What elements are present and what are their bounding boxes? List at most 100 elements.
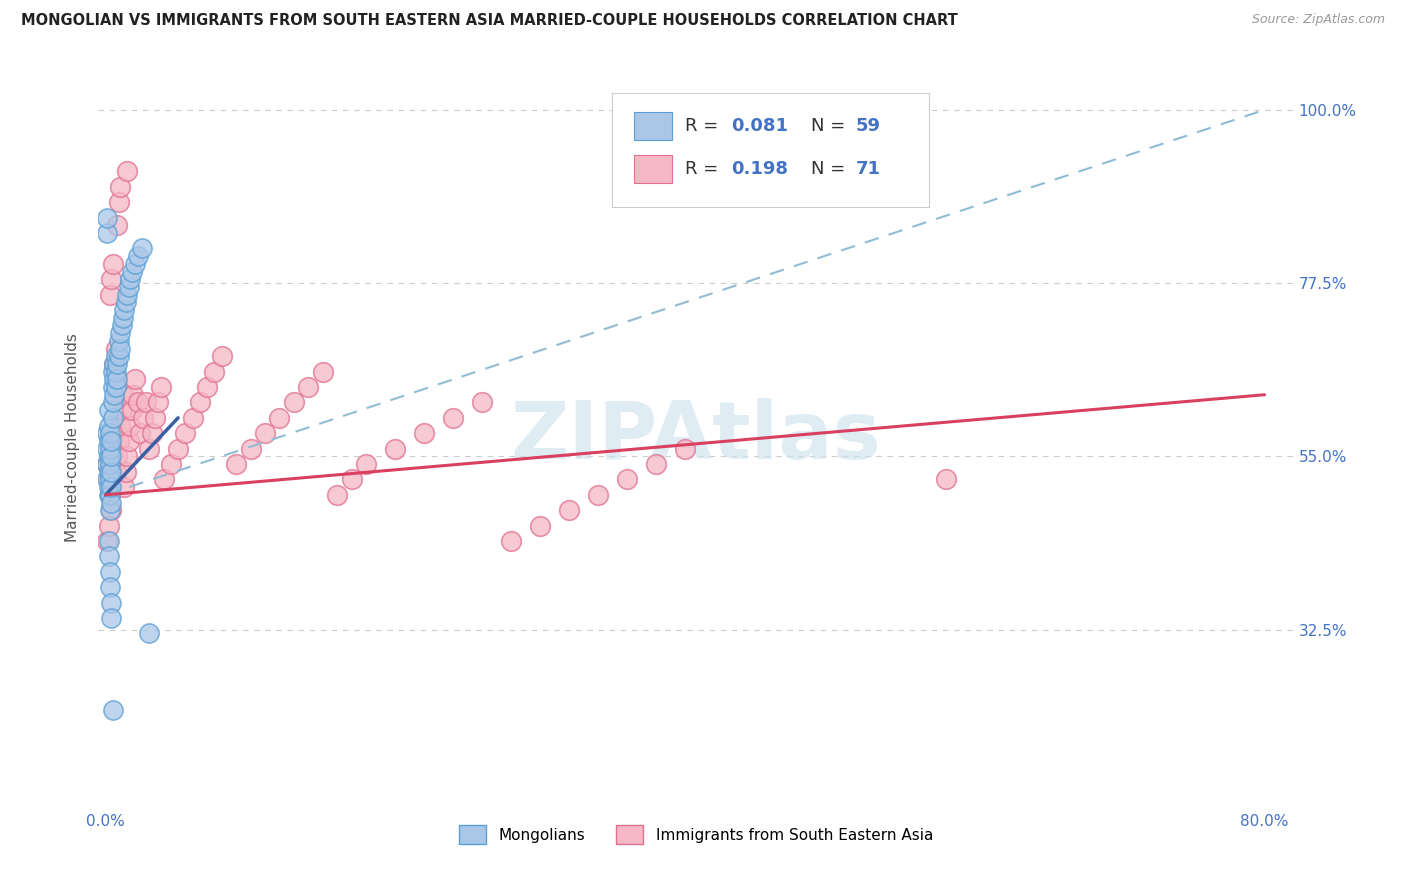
Point [616,472,638,486]
Point [100,434,122,448]
Point [103,357,125,371]
Point [96,534,118,549]
Point [127,249,149,263]
Point [114,303,136,318]
Point [195,380,218,394]
Text: MONGOLIAN VS IMMIGRANTS FROM SOUTH EASTERN ASIA MARRIED-COUPLE HOUSEHOLDS CORREL: MONGOLIAN VS IMMIGRANTS FROM SOUTH EASTE… [21,13,957,29]
Point [101,380,124,394]
Point [97,480,120,494]
Point [101,365,124,379]
Point [98,580,121,594]
Point [529,518,551,533]
Point [101,257,124,271]
Point [101,442,124,456]
Text: R =: R = [685,160,724,178]
Text: N =: N = [811,160,851,178]
Point [101,410,124,425]
Point [107,195,129,210]
Point [181,410,204,425]
Legend: Mongolians, Immigrants from South Eastern Asia: Mongolians, Immigrants from South Easter… [453,819,939,850]
Point [558,503,581,517]
Text: R =: R = [685,117,724,136]
Point [135,395,157,409]
Point [138,442,160,456]
Point [110,318,132,333]
Point [97,418,120,433]
Point [124,257,146,271]
Point [108,179,131,194]
FancyBboxPatch shape [634,112,672,140]
Point [104,380,127,394]
Point [112,388,135,402]
Point [149,380,172,394]
Point [103,388,125,402]
Y-axis label: Married-couple Households: Married-couple Households [65,333,80,541]
Point [118,280,141,294]
Point [104,365,127,379]
Point [98,503,121,517]
Point [131,242,153,256]
Point [117,450,139,464]
Point [103,357,125,371]
Point [935,472,957,486]
Point [107,334,129,348]
Point [121,264,143,278]
Point [98,488,121,502]
Point [356,457,378,471]
Point [98,565,121,579]
Point [96,426,118,441]
Point [117,164,139,178]
Point [501,534,523,549]
Point [100,495,122,509]
Point [97,403,120,417]
Point [122,388,145,402]
Point [97,472,120,486]
Text: 71: 71 [856,160,882,178]
Point [127,395,149,409]
Point [97,465,120,479]
Point [97,488,120,502]
Point [115,465,138,479]
Point [110,403,132,417]
Point [174,426,197,441]
Point [100,503,122,517]
Text: 0.081: 0.081 [731,117,787,136]
Point [188,395,211,409]
Point [253,426,276,441]
Point [673,442,696,456]
Point [283,395,305,409]
Point [105,357,128,371]
Text: Source: ZipAtlas.com: Source: ZipAtlas.com [1251,13,1385,27]
FancyBboxPatch shape [634,154,672,183]
Point [138,626,160,640]
Point [107,349,129,363]
Point [96,226,118,240]
Point [97,434,120,448]
Point [97,450,120,464]
Point [96,211,118,225]
Point [103,372,125,386]
Point [211,349,233,363]
Point [108,326,131,340]
Point [108,342,131,356]
Point [101,395,124,409]
Point [441,410,464,425]
Point [143,410,166,425]
Point [96,457,118,471]
Text: 0.198: 0.198 [731,160,787,178]
Point [96,442,118,456]
Point [120,418,142,433]
Point [312,365,335,379]
Point [96,457,118,471]
Point [269,410,291,425]
Point [384,442,406,456]
Point [97,518,120,533]
Point [100,465,122,479]
Point [117,287,139,301]
Point [108,418,131,433]
Point [225,457,247,471]
Point [239,442,262,456]
Point [107,434,129,448]
Point [340,472,363,486]
Point [101,703,124,717]
